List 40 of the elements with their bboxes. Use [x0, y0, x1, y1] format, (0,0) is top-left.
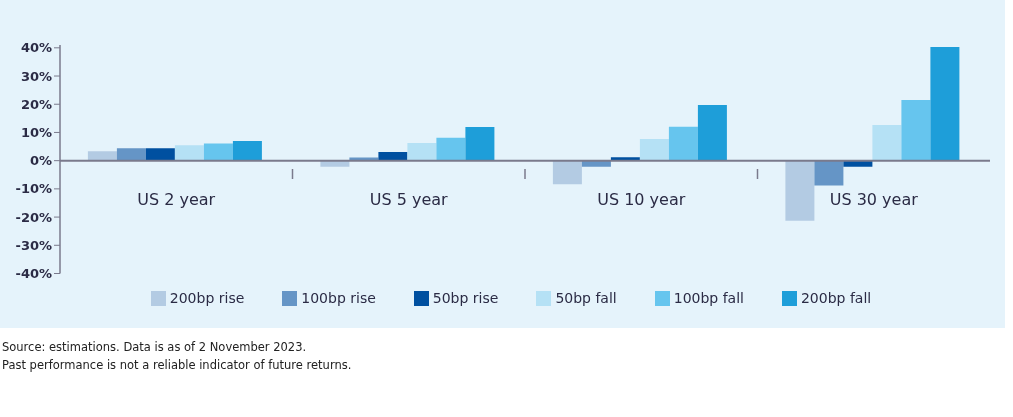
- y-tick-label: 0%: [29, 153, 52, 169]
- bar: [668, 126, 698, 161]
- bar: [872, 125, 902, 161]
- legend-label: 200bp fall: [800, 289, 872, 306]
- bar: [465, 127, 495, 161]
- bar: [87, 151, 117, 161]
- y-tick-label: 30%: [20, 68, 52, 84]
- legend-label: 50bp fall: [555, 289, 617, 306]
- legend-label: 100bp fall: [673, 289, 744, 306]
- bar: [203, 143, 233, 161]
- y-tick-label: 40%: [20, 40, 52, 56]
- y-tick-label: -10%: [15, 181, 52, 197]
- bar: [145, 148, 175, 161]
- y-tick-label: 20%: [20, 96, 52, 112]
- bar: [930, 46, 960, 161]
- y-tick-label: -20%: [15, 209, 52, 225]
- bar: [378, 151, 408, 161]
- bar: [174, 145, 204, 161]
- x-tick-label: US 5 year: [369, 190, 449, 210]
- legend-label: 200bp rise: [169, 289, 245, 306]
- bar: [785, 160, 815, 221]
- y-tick-label: -40%: [15, 266, 52, 282]
- text: Past performance is not a reliable indicator of future returns.: [2, 357, 353, 374]
- y-tick-label: -30%: [15, 237, 52, 253]
- x-tick-label: US 10 year: [597, 190, 686, 210]
- legend-label: 100bp rise: [301, 289, 376, 306]
- y-tick-label: 10%: [20, 125, 52, 141]
- x-tick-label: US 30 year: [829, 190, 919, 210]
- bar: [697, 105, 727, 161]
- x-tick-label: US 2 year: [137, 190, 216, 210]
- bar: [407, 142, 437, 161]
- legend-label: 50bp rise: [432, 289, 499, 306]
- bar: [552, 160, 582, 185]
- bar: [436, 137, 466, 161]
- bar: [232, 140, 262, 161]
- bar: [116, 148, 146, 161]
- bar: [814, 160, 844, 186]
- bar: [639, 138, 669, 161]
- source-note: Source: estimations. Data is as of 2 November 2023.: [2, 339, 308, 356]
- bar: [901, 100, 931, 161]
